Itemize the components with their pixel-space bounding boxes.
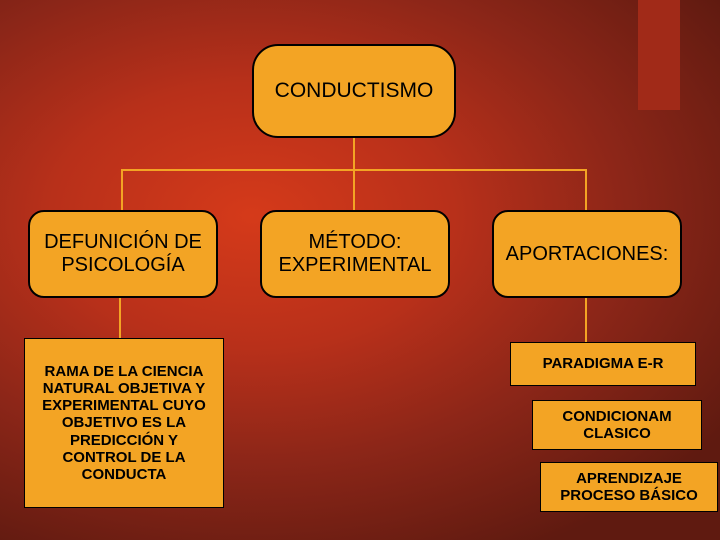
node-leaf-label: PARADIGMA E-R xyxy=(543,355,664,372)
node-leaf-definicion: RAMA DE LA CIENCIA NATURAL OBJETIVA Y EX… xyxy=(24,338,224,508)
node-leaf-label: CONDICIONAM CLASICO xyxy=(541,408,693,443)
node-root: CONDUCTISMO xyxy=(252,44,456,138)
node-branch-metodo: MÉTODO: EXPERIMENTAL xyxy=(260,210,450,298)
node-root-label: CONDUCTISMO xyxy=(275,79,434,103)
accent-bar xyxy=(638,0,680,110)
node-branch-label: APORTACIONES: xyxy=(506,243,669,266)
node-leaf-label: RAMA DE LA CIENCIA NATURAL OBJETIVA Y EX… xyxy=(33,363,215,484)
node-leaf-paradigma: PARADIGMA E-R xyxy=(510,342,696,386)
node-branch-label: DEFUNICIÓN DE PSICOLOGÍA xyxy=(38,231,208,277)
node-leaf-condicionam: CONDICIONAM CLASICO xyxy=(532,400,702,450)
node-branch-label: MÉTODO: EXPERIMENTAL xyxy=(270,231,440,277)
node-leaf-label: APRENDIZAJE PROCESO BÁSICO xyxy=(549,470,709,505)
node-branch-definicion: DEFUNICIÓN DE PSICOLOGÍA xyxy=(28,210,218,298)
node-leaf-aprendizaje: APRENDIZAJE PROCESO BÁSICO xyxy=(540,462,718,512)
node-branch-aportaciones: APORTACIONES: xyxy=(492,210,682,298)
